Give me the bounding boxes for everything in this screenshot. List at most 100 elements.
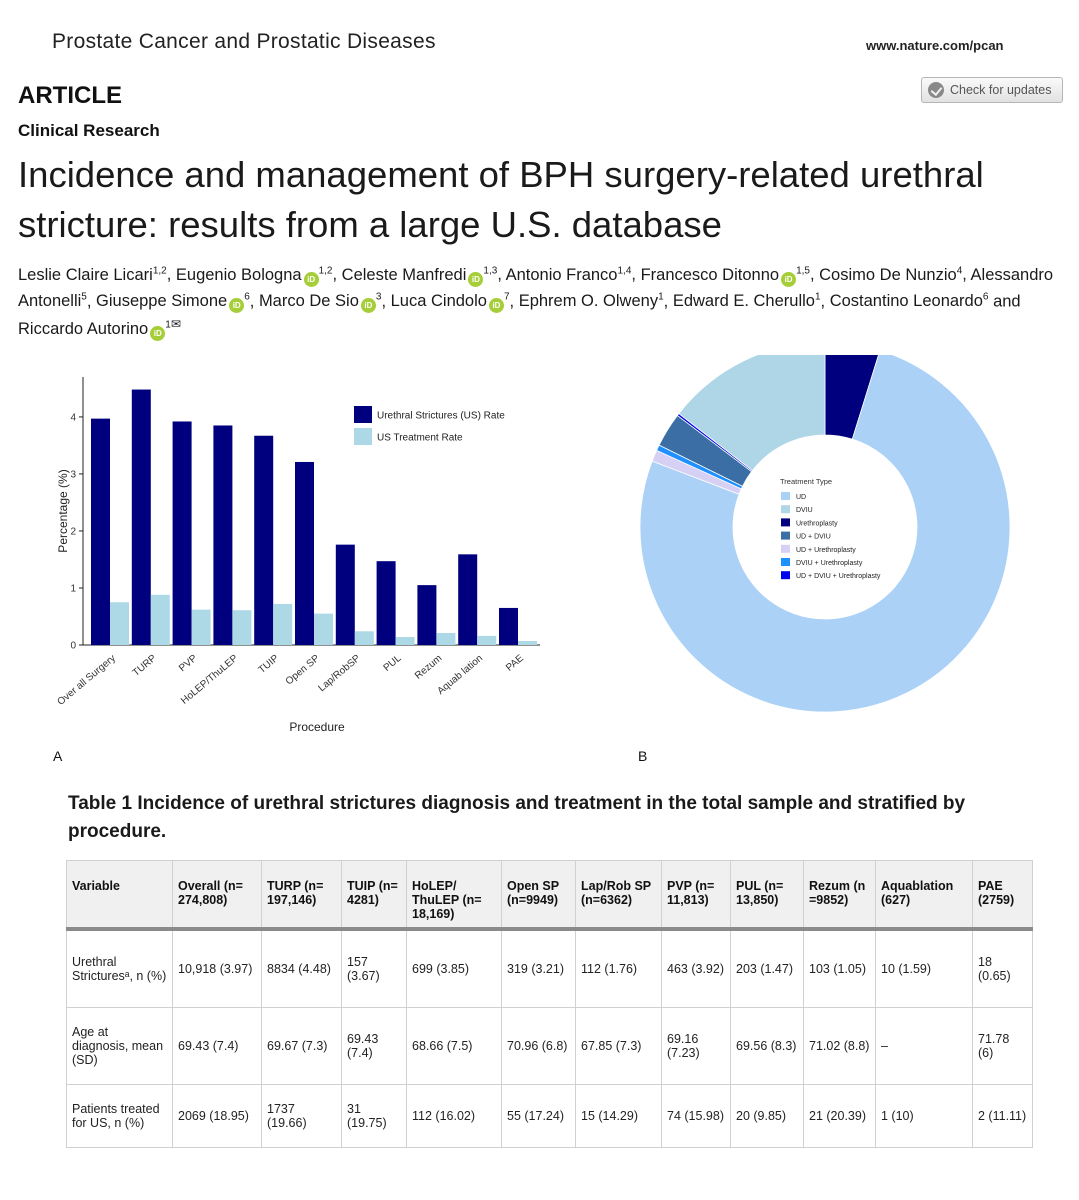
author-affiliation: 6 — [982, 291, 989, 303]
bar-treatment-rate — [518, 641, 537, 645]
author-name[interactable]: Ephrem O. Olweny1 — [519, 292, 664, 311]
table-title: Table 1 Incidence of urethral strictures… — [68, 793, 966, 842]
author-name[interactable]: Riccardo Autorino iD1✉ — [18, 317, 181, 341]
orcid-icon[interactable]: iD — [781, 271, 797, 287]
bar-us-rate — [295, 461, 314, 645]
table-cell: 71.02 (8.8) — [803, 1007, 876, 1085]
author-name[interactable]: Celeste Manfredi iD1,3 — [342, 265, 498, 287]
table-cell: 8834 (4.48) — [261, 928, 342, 1008]
author-name-text: Riccardo Autorino — [18, 320, 149, 338]
check-updates-icon — [928, 82, 944, 98]
column-header: Lap/Rob SP (n=6362) — [575, 860, 662, 930]
x-tick-label: Over all Surgery — [56, 653, 118, 708]
bar-treatment-rate — [232, 610, 252, 645]
bar-treatment-rate — [477, 635, 497, 645]
section-label: Clinical Research — [18, 121, 160, 140]
check-for-updates-label: Check for updates — [950, 83, 1052, 97]
bar-treatment-rate — [354, 631, 374, 645]
bar-us-rate — [213, 425, 233, 645]
legend-label: Urethral Strictures (US) Rate — [377, 411, 505, 422]
orcid-icon[interactable]: iD — [488, 298, 504, 313]
author-name[interactable]: Marco De Sio iD3 — [258, 292, 381, 313]
orcid-icon[interactable]: iD — [229, 298, 245, 313]
author-name[interactable]: Leslie Claire Licari1,2 — [18, 265, 167, 284]
bar-us-rate — [499, 607, 518, 645]
column-header: TURP (n= 197,146) — [261, 860, 342, 930]
author-name[interactable]: Eugenio Bologna iD1,2 — [175, 265, 333, 287]
author-name[interactable]: Cosimo De Nunzio4 — [819, 265, 962, 284]
mail-icon[interactable]: ✉ — [170, 317, 181, 331]
legend-swatch — [781, 505, 790, 514]
author-name-text: Antonio Franco — [505, 265, 618, 284]
x-tick-label: PUL — [382, 653, 404, 674]
results-table: Variable Overall (n= 274,808) TURP (n= 197… — [66, 860, 1033, 1148]
column-header: TUIP (n= 4281) — [341, 860, 407, 930]
author-name[interactable]: Alessandro Antonelli5 — [18, 266, 1053, 311]
legend-swatch — [354, 428, 372, 445]
author-name-text: Giuseppe Simone — [96, 292, 228, 310]
table-cell: 67.85 (7.3) — [575, 1007, 662, 1085]
table-cell: 203 (1.47) — [730, 928, 804, 1008]
table-cell: 31 (19.75) — [341, 1084, 407, 1148]
bar-treatment-rate — [395, 637, 415, 645]
author-name[interactable]: Luca Cindolo iD7 — [390, 292, 510, 313]
bar-treatment-rate — [314, 613, 333, 645]
table-cell: 69.67 (7.3) — [261, 1007, 342, 1085]
donut-chart: Treatment Type UD DVIU Urethroplasty UD + DV… — [640, 355, 1011, 713]
legend-swatch — [781, 492, 790, 500]
row-label: Urethral Stricturesᵃ, n (%) — [66, 928, 173, 1008]
author-name-text: Eugenio Bologna — [175, 265, 302, 284]
bar-us-rate — [254, 435, 274, 645]
table-row: Urethral Stricturesᵃ, n (%) 10,918 (3.97)… — [66, 928, 1033, 1008]
check-for-updates-button[interactable]: Check for updates — [921, 77, 1063, 103]
author-name[interactable]: Antonio Franco1,4 — [505, 265, 632, 284]
bar-us-rate — [417, 585, 437, 645]
author-affiliation: 5 — [81, 291, 87, 303]
author-affiliation: 1 — [165, 319, 171, 331]
author-name[interactable]: Francesco Ditonno iD1,5 — [641, 265, 810, 287]
table-cell: 18 (0.65) — [972, 928, 1033, 1008]
author-name-text: Alessandro Antonelli — [18, 265, 1054, 311]
orcid-icon[interactable]: iD — [150, 326, 166, 341]
donut-slice — [678, 355, 826, 472]
table-cell: 21 (20.39) — [803, 1084, 876, 1148]
table-cell: 70.96 (6.8) — [501, 1007, 576, 1085]
x-tick-label: Rezum — [413, 653, 444, 682]
orcid-icon[interactable]: iD — [468, 271, 484, 287]
author-affiliation: 1,3 — [483, 265, 498, 276]
legend-title: Treatment Type — [780, 477, 832, 486]
legend-label: US Treatment Rate — [377, 433, 463, 444]
author-affiliation: 1,5 — [796, 265, 810, 276]
author-name-text: Edward E. Cherullo — [672, 292, 815, 310]
table-cell: 2069 (18.95) — [172, 1084, 262, 1148]
table-cell: 2 (11.11) — [972, 1084, 1033, 1148]
author-name-text: Luca Cindolo — [390, 292, 487, 310]
column-header: HoLEP/ ThuLEP (n= 18,169) — [406, 860, 502, 930]
bar-us-rate — [458, 554, 478, 645]
bar-us-rate — [91, 418, 110, 645]
legend-swatch — [781, 571, 790, 580]
y-tick-label: 2 — [70, 526, 76, 537]
column-header: Open SP (n=9949) — [501, 860, 576, 930]
legend-swatch — [781, 558, 790, 566]
column-header: PUL (n= 13,850) — [730, 860, 804, 930]
orcid-icon[interactable]: iD — [303, 271, 319, 287]
author-affiliation: 6 — [244, 291, 250, 303]
x-tick-label: Lap/RobSP — [316, 653, 363, 695]
author-affiliation: 1 — [814, 291, 821, 303]
journal-url[interactable]: www.nature.com/pcan — [866, 38, 1004, 53]
table-cell: 71.78 (6) — [972, 1007, 1033, 1085]
author-name-text: Marco De Sio — [258, 292, 359, 310]
orcid-icon[interactable]: iD — [360, 298, 376, 313]
x-tick-label: Aquab lation — [435, 653, 485, 697]
legend-label: DVIU — [796, 507, 813, 514]
y-axis-title: Percentage (%) — [56, 469, 70, 552]
author-name[interactable]: Giuseppe Simone iD6 — [96, 291, 250, 313]
table-cell: 103 (1.05) — [803, 928, 876, 1008]
author-name-text: Cosimo De Nunzio — [819, 265, 957, 284]
author-name[interactable]: Edward E. Cherullo1 — [672, 291, 821, 311]
table-row: Patients treated for US, n (%) 2069 (18.9… — [66, 1084, 1033, 1148]
y-tick-label: 4 — [70, 412, 76, 423]
author-name[interactable]: Costantino Leonardo6 — [830, 291, 989, 311]
